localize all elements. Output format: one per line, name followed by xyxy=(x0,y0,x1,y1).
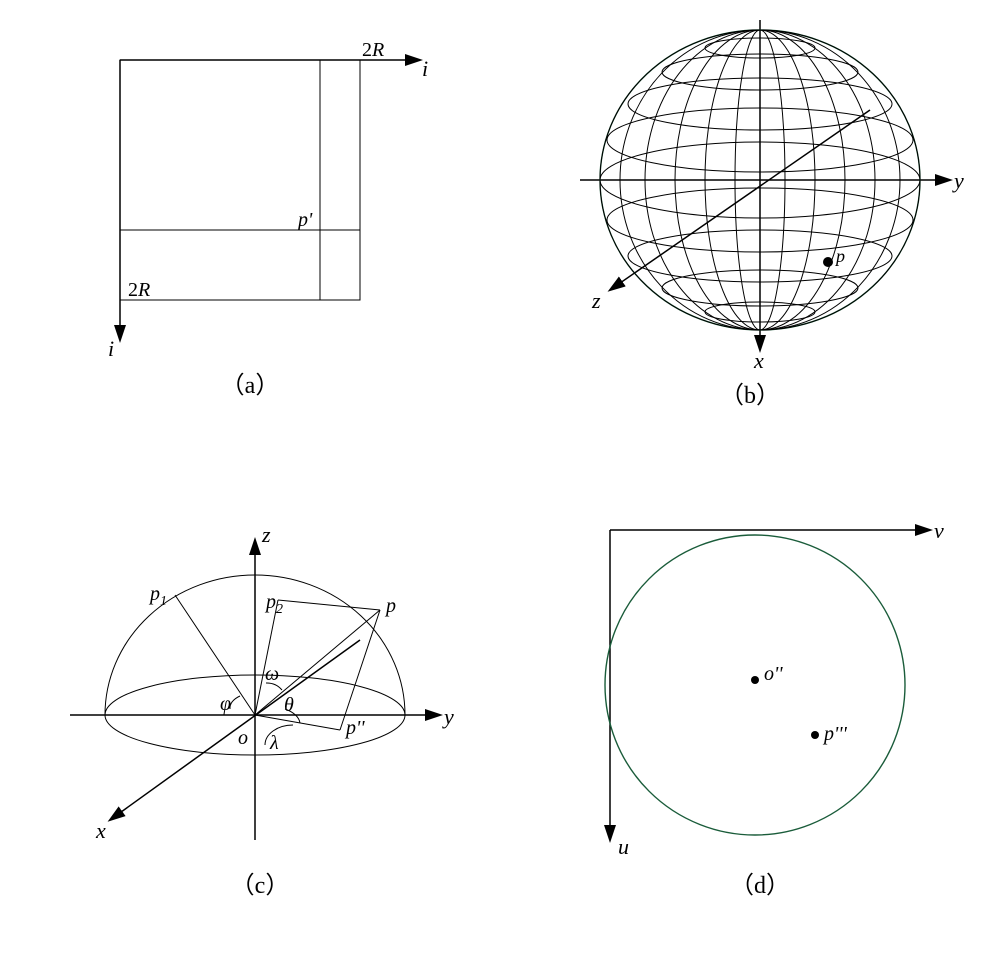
label-i-down: i xyxy=(108,336,114,360)
caption-b: （b） xyxy=(530,375,970,410)
caption-d: （d） xyxy=(560,865,960,900)
line-op1 xyxy=(175,595,255,715)
label-2r-top: 2R xyxy=(362,39,384,61)
label-p: p xyxy=(384,595,396,617)
label-x: x xyxy=(95,818,106,843)
label-z: z xyxy=(591,288,601,313)
label-p: p''' xyxy=(822,723,848,745)
point-o xyxy=(751,676,759,684)
label-2r-left: 2R xyxy=(128,279,150,301)
label-u: u xyxy=(618,834,629,859)
label-o: o'' xyxy=(764,663,783,685)
label-theta: θ xyxy=(284,694,294,716)
label-i-right: i xyxy=(422,56,428,81)
arc-phi xyxy=(230,696,240,709)
label-p1: p1 xyxy=(148,583,167,609)
point-p xyxy=(811,731,819,739)
panel-c-svg: x y z o p p1 p2 p'' θ λ φ ω xyxy=(40,500,480,860)
label-lambda: λ xyxy=(269,732,279,754)
label-v: v xyxy=(934,518,944,543)
label-p: p xyxy=(834,246,845,266)
projection-circle xyxy=(605,535,905,835)
label-o: o xyxy=(238,727,248,749)
line-pp2 xyxy=(278,600,380,610)
label-omega: ω xyxy=(265,663,279,685)
axis-x xyxy=(110,640,360,820)
label-y: y xyxy=(952,168,964,193)
panel-d-svg: v u o'' p''' xyxy=(560,500,960,860)
label-p2: p2 xyxy=(264,591,283,617)
label-y: y xyxy=(442,704,454,729)
line-op2 xyxy=(255,600,278,715)
panel-a-svg: 2R i 2R i p' xyxy=(60,30,440,360)
panel-b: y x z p （b） xyxy=(530,10,970,410)
square-2r xyxy=(120,60,360,300)
panel-c: x y z o p p1 p2 p'' θ λ φ ω （c） xyxy=(40,500,480,900)
label-pg: p'' xyxy=(344,717,365,739)
label-z: z xyxy=(261,522,271,547)
label-x: x xyxy=(753,348,764,370)
panel-b-svg: y x z p xyxy=(530,10,970,370)
panel-a: 2R i 2R i p' （a） xyxy=(60,30,440,400)
point-p xyxy=(823,257,833,267)
caption-c: （c） xyxy=(40,865,480,900)
caption-a: （a） xyxy=(60,365,440,400)
panel-d: v u o'' p''' （d） xyxy=(560,500,960,900)
line-ppg xyxy=(340,610,380,730)
label-p-prime: p' xyxy=(296,209,313,231)
label-phi: φ xyxy=(220,693,231,715)
